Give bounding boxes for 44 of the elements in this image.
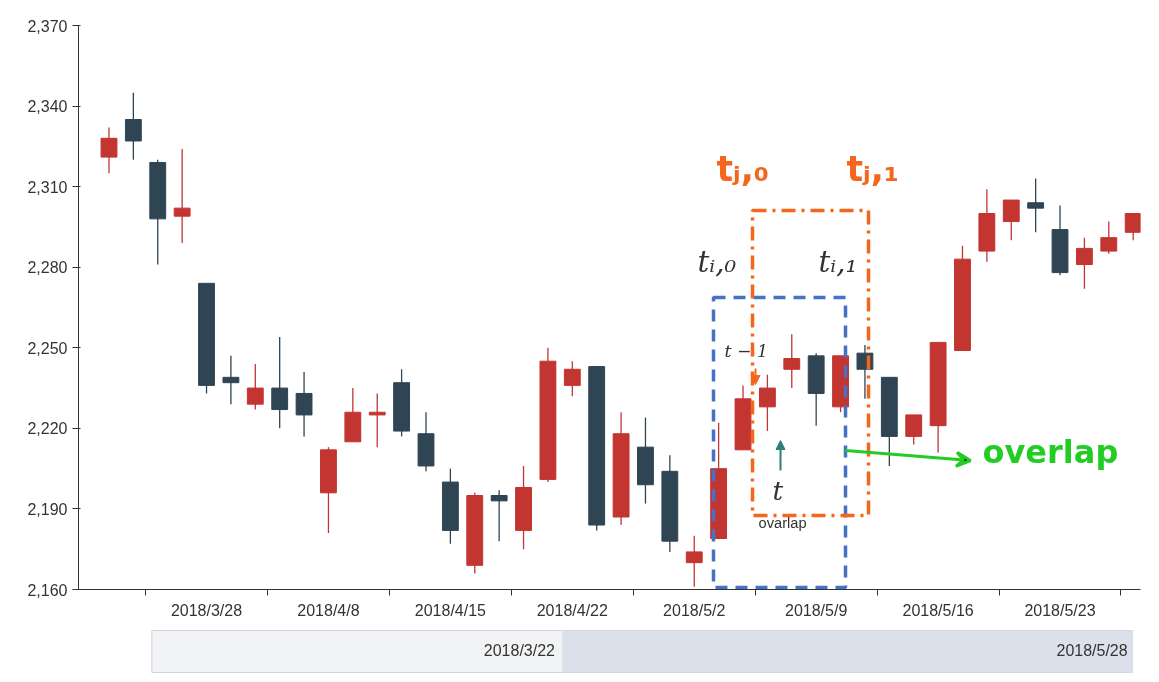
candlestick <box>124 91 142 161</box>
annotation: ovarlap <box>758 514 807 531</box>
candlestick <box>295 371 313 438</box>
x-tick-label: 2018/5/9 <box>785 601 848 619</box>
y-tick-label: 2,220 <box>27 420 68 438</box>
candlestick <box>271 336 289 430</box>
x-tick-label: 2018/4/15 <box>414 601 487 619</box>
y-tick-label: 2,370 <box>27 17 68 35</box>
annotation: tⱼ,₁ <box>846 148 900 189</box>
x-tick-label: 2018/5/23 <box>1024 601 1096 619</box>
y-tick-label: 2,340 <box>27 98 68 116</box>
annotation: tᵢ,₁ <box>818 244 858 279</box>
candlestick <box>1100 220 1118 255</box>
y-tick-label: 2,160 <box>27 581 68 599</box>
x-tick-label: 2018/4/22 <box>536 601 608 619</box>
y-tick-label: 2,190 <box>27 500 68 518</box>
candlestick <box>100 126 118 174</box>
candlestick <box>685 535 703 588</box>
annotation: tⱼ,₀ <box>716 148 770 189</box>
candlestick <box>563 360 581 397</box>
x-tick-label: 2018/3/28 <box>170 601 243 619</box>
x-tick-label: 2018/4/8 <box>297 601 360 619</box>
y-tick-label: 2,310 <box>27 178 68 196</box>
candlestick <box>783 333 801 389</box>
candlestick <box>490 489 508 542</box>
x-tick-label: 2018/5/16 <box>902 601 974 619</box>
annotation: t <box>772 474 784 506</box>
candlestick <box>1075 237 1093 290</box>
annotation: overlap <box>982 432 1119 471</box>
candlestick <box>246 363 264 411</box>
x-tick-label: 2018/5/2 <box>663 601 726 619</box>
annotation: t − 1 <box>724 340 769 361</box>
candlestick <box>173 148 191 244</box>
y-tick-label: 2,280 <box>27 259 68 277</box>
y-tick-label: 2,250 <box>27 339 68 357</box>
candlestick <box>905 414 923 446</box>
candlestick <box>222 355 240 405</box>
annotation: tᵢ,₀ <box>697 244 737 279</box>
candlestick <box>1027 177 1045 233</box>
candlestick <box>1124 212 1141 242</box>
text: 2018/3/22 <box>483 641 556 659</box>
candlestick <box>368 392 386 448</box>
candlestick <box>1002 199 1020 242</box>
text: 2018/5/28 <box>1056 641 1128 659</box>
